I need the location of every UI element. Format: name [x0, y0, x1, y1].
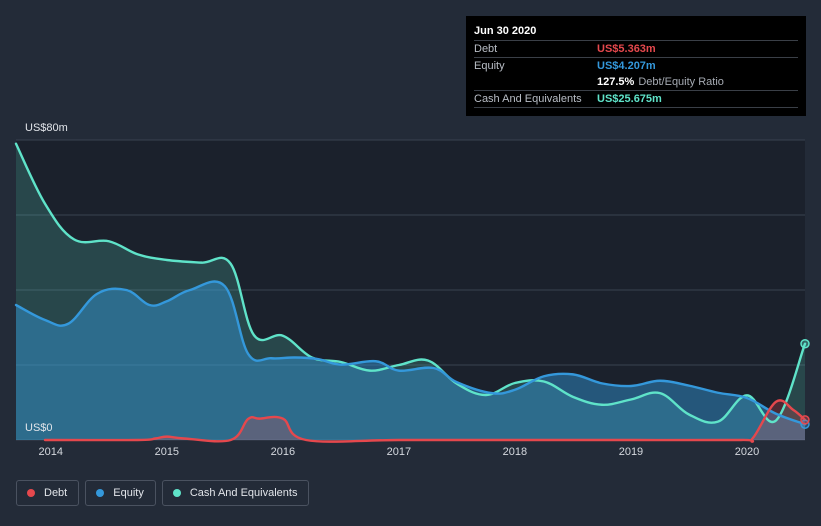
data-tooltip: Jun 30 2020 Debt US$5.363m Equity US$4.2…	[466, 16, 806, 116]
tooltip-cash-row: Cash And Equivalents US$25.675m	[474, 90, 798, 108]
tooltip-debt-row: Debt US$5.363m	[474, 40, 798, 57]
cash-dot-icon	[172, 489, 181, 497]
line-cash-and-equivalents	[14, 142, 807, 424]
x-tick-label: 2014	[38, 446, 64, 458]
tooltip-debt-label: Debt	[474, 43, 498, 55]
x-tick-label: 2018	[502, 446, 528, 458]
legend-label-debt: Debt	[44, 487, 68, 499]
x-tick-label: 2020	[734, 446, 760, 458]
chart-legend: Debt Equity Cash And Equivalents	[16, 480, 310, 506]
legend-label-cash: Cash And Equivalents	[189, 487, 298, 499]
legend-item-cash[interactable]: Cash And Equivalents	[161, 480, 310, 506]
y-tick-label-max: US$80m	[25, 122, 68, 134]
tooltip-equity-label: Equity	[474, 60, 505, 72]
x-tick-label: 2016	[270, 446, 296, 458]
line-equity	[14, 280, 807, 426]
tooltip-ratio-row: 127.5% Debt/Equity Ratio	[474, 74, 798, 90]
equity-dot-icon	[96, 489, 105, 497]
x-tick-label: 2019	[618, 446, 644, 458]
legend-label-equity: Equity	[113, 487, 144, 499]
y-tick-label-zero: US$0	[25, 422, 53, 434]
tooltip-equity-row: Equity US$4.207m	[474, 57, 798, 74]
line-debt	[43, 399, 807, 443]
series-lines	[14, 142, 807, 443]
legend-item-equity[interactable]: Equity	[85, 480, 156, 506]
area-equity	[16, 281, 805, 440]
x-tick-label: 2015	[154, 446, 180, 458]
tooltip-ratio-value: 127.5%	[597, 76, 635, 88]
x-tick-label: 2017	[386, 446, 412, 458]
tooltip-date: Jun 30 2020	[474, 25, 537, 37]
tooltip-ratio-label: Debt/Equity Ratio	[638, 76, 724, 88]
legend-item-debt[interactable]: Debt	[16, 480, 80, 506]
tooltip-debt-value: US$5.363m	[597, 43, 656, 55]
tooltip-cash-value: US$25.675m	[597, 93, 662, 105]
end-point-debt	[800, 415, 810, 425]
debt-dot-icon	[27, 489, 35, 497]
area-cash-and-equivalents	[16, 143, 805, 440]
tooltip-cash-label: Cash And Equivalents	[474, 93, 582, 105]
series-end-markers	[800, 338, 810, 429]
end-point-cash-and-equivalents	[800, 338, 810, 349]
series-areas	[16, 143, 806, 442]
tooltip-equity-value: US$4.207m	[597, 60, 656, 72]
